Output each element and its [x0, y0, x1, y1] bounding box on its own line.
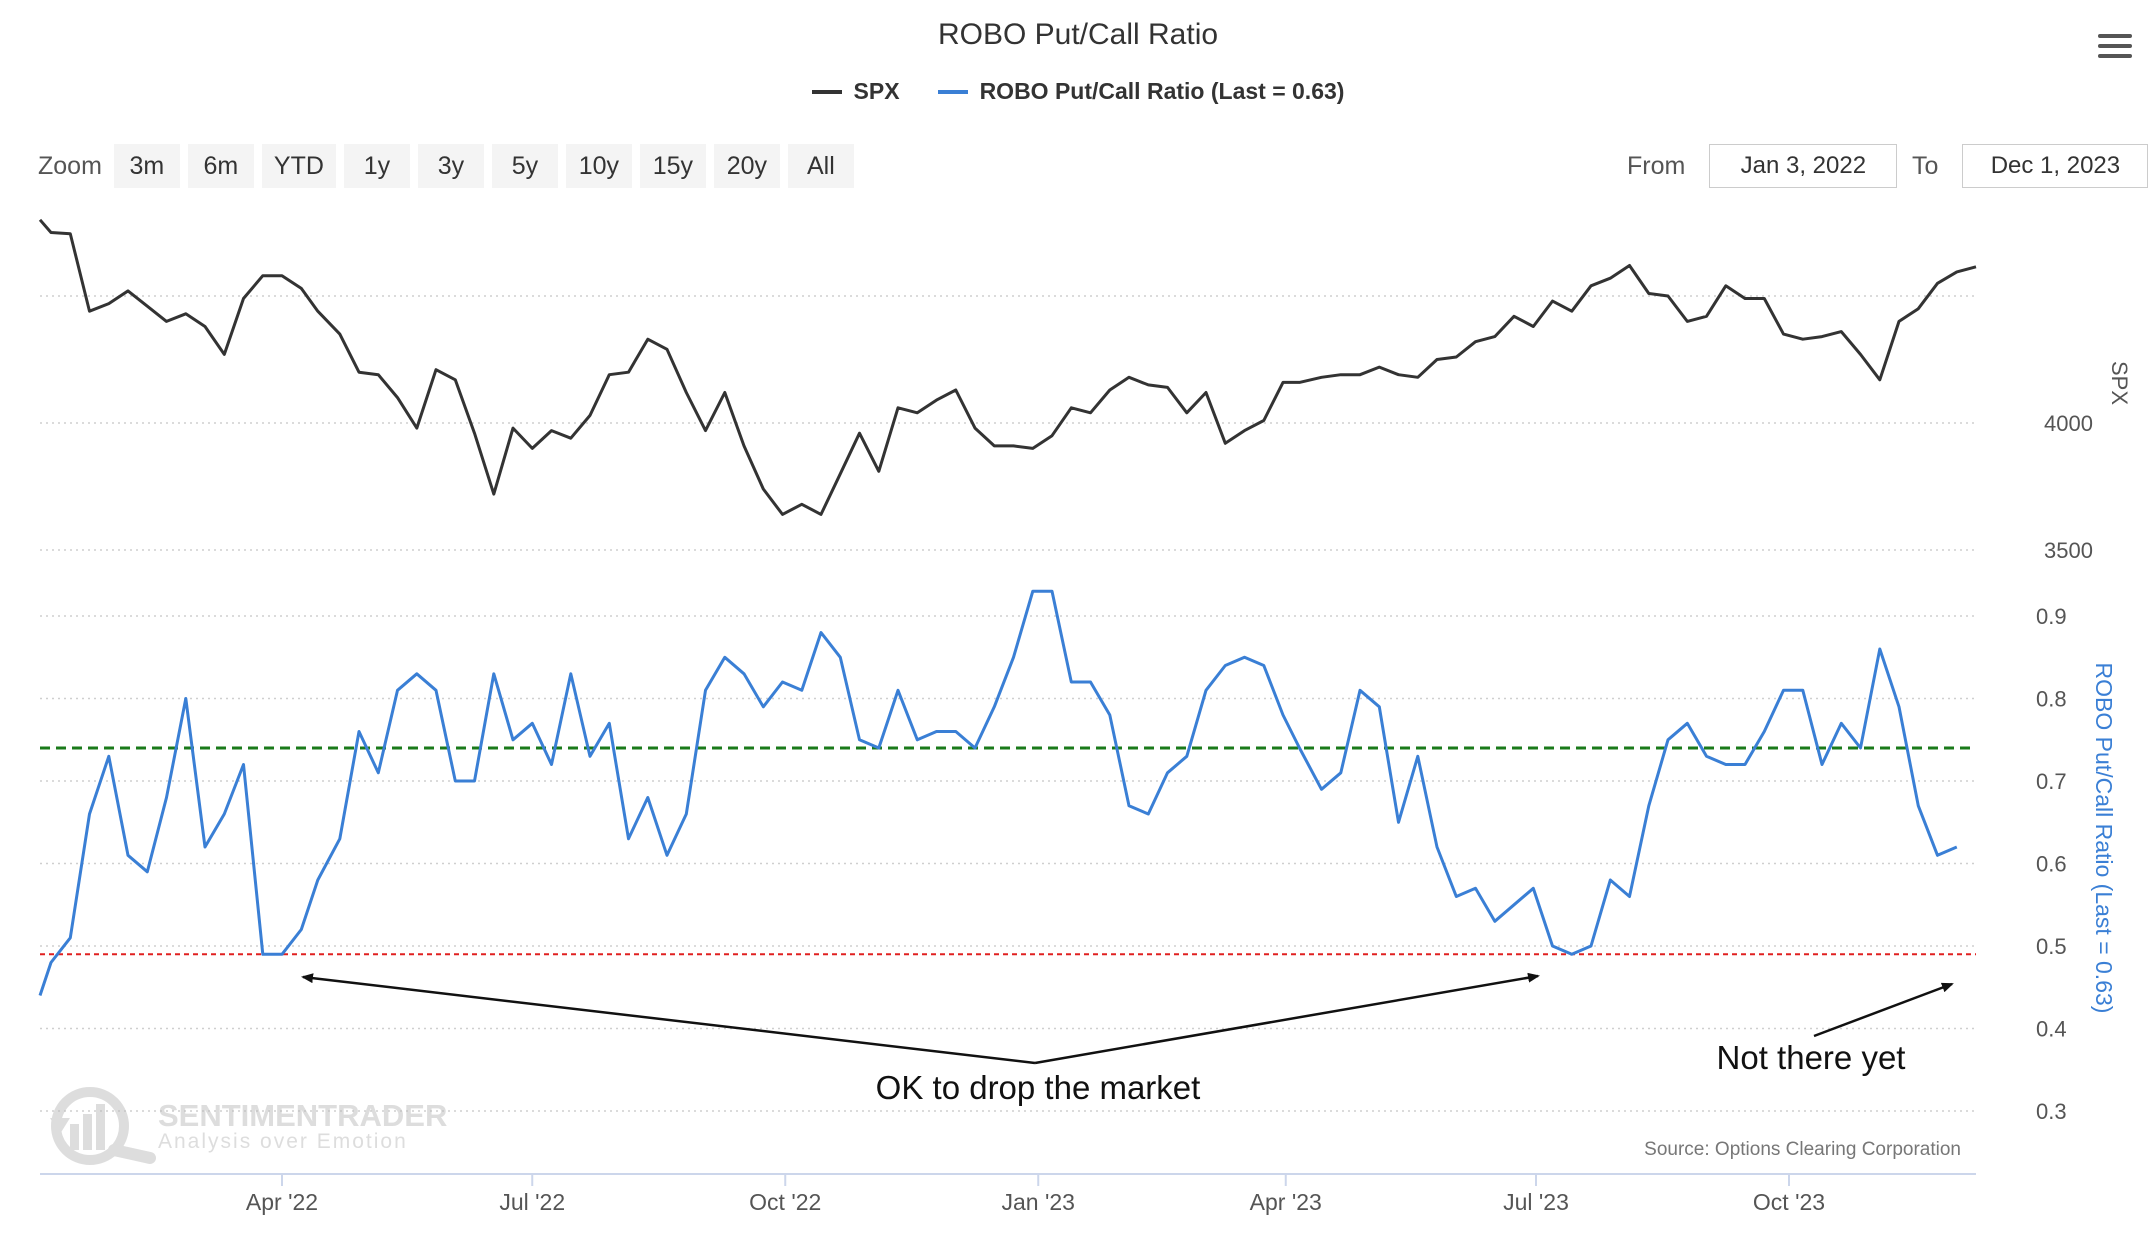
legend-label-ratio: ROBO Put/Call Ratio (Last = 0.63) — [979, 78, 1345, 104]
y-axis-title-ratio: ROBO Put/Call Ratio (Last = 0.63) — [2091, 663, 2117, 1014]
range-from: From Jan 3, 2022 — [1627, 144, 1898, 188]
zoom-button-5y[interactable]: 5y — [491, 144, 558, 188]
y-axis-title-spx: SPX — [2107, 361, 2132, 405]
annotation-arrow-left — [301, 973, 1036, 1065]
range-from-label: From — [1627, 151, 1686, 180]
y-tick-label-spx: 3500 — [2044, 538, 2093, 563]
zoom-bar: Zoom 3m 6m YTD 1y 3y 5y 10y 15y 20y All — [38, 144, 862, 188]
x-tick-label: Jul '22 — [499, 1189, 565, 1215]
legend-swatch-spx — [811, 89, 842, 94]
x-tick-label: Oct '23 — [1753, 1189, 1825, 1215]
legend-item-ratio[interactable]: ROBO Put/Call Ratio (Last = 0.63) — [937, 78, 1345, 105]
zoom-button-6m[interactable]: 6m — [187, 144, 254, 188]
zoom-button-3y[interactable]: 3y — [417, 144, 484, 188]
source-note: Source: Options Clearing Corporation — [1644, 1139, 1961, 1160]
annotation-not-there-yet: Not there yet — [1717, 1039, 1906, 1076]
watermark-logo-icon — [50, 1087, 156, 1165]
x-tick-label: Jan '23 — [1002, 1189, 1075, 1215]
y-tick-label-ratio: 0.4 — [2036, 1017, 2067, 1042]
zoom-button-20y[interactable]: 20y — [713, 144, 780, 188]
x-tick-label: Apr '23 — [1250, 1189, 1322, 1215]
x-tick-label: Apr '22 — [246, 1189, 318, 1215]
threshold-lines — [40, 746, 1976, 956]
legend-item-spx[interactable]: SPX — [811, 78, 900, 105]
legend-swatch-ratio — [937, 89, 968, 94]
x-axis: Apr '22 Jul '22 Oct '22 Jan '23 Apr '23 Jul '… — [40, 1173, 1976, 1215]
series-lines — [38, 218, 1977, 996]
y-tick-label-ratio: 0.8 — [2036, 687, 2067, 712]
y-axes: 3500 4000 0.3 0.4 0.5 0.6 0.7 0.8 0.9 SPX ROBO Put… — [2036, 361, 2132, 1124]
range-from-input[interactable]: Jan 3, 2022 — [1709, 144, 1898, 188]
y-tick-label-ratio: 0.7 — [2036, 769, 2067, 794]
zoom-button-10y[interactable]: 10y — [565, 144, 632, 188]
legend: SPX ROBO Put/Call Ratio (Last = 0.63) — [0, 78, 2156, 105]
range-to-label: To — [1912, 151, 1939, 180]
range-to: To Dec 1, 2023 — [1912, 144, 2149, 188]
y-tick-label-ratio: 0.9 — [2036, 604, 2067, 629]
annotation-arrow-not-yet — [1813, 982, 1954, 1038]
zoom-label: Zoom — [38, 151, 102, 180]
y-tick-label-ratio: 0.6 — [2036, 852, 2067, 877]
annotation-ok-to-drop: OK to drop the market — [876, 1069, 1201, 1106]
zoom-button-all[interactable]: All — [787, 144, 854, 188]
y-tick-label-ratio: 0.5 — [2036, 934, 2067, 959]
series-line-ratio — [38, 589, 1958, 996]
y-tick-label-ratio: 0.3 — [2036, 1099, 2067, 1124]
sentimentrader-watermark: SENTIMENTRADER Analysis over Emotion — [50, 1087, 447, 1165]
annotations: OK to drop the market Not there yet — [301, 972, 1954, 1106]
grid-lines — [40, 295, 1976, 1112]
legend-label-spx: SPX — [853, 78, 900, 104]
chart-title: ROBO Put/Call Ratio — [937, 18, 1219, 51]
y-tick-label-spx: 4000 — [2044, 411, 2093, 436]
annotation-arrow-right — [1034, 972, 1540, 1065]
watermark-brand: SENTIMENTRADER — [158, 1098, 447, 1133]
zoom-button-3m[interactable]: 3m — [113, 144, 180, 188]
zoom-button-15y[interactable]: 15y — [639, 144, 706, 188]
hamburger-menu-icon[interactable] — [2098, 34, 2132, 64]
x-tick-label: Oct '22 — [749, 1189, 821, 1215]
x-tick-label: Jul '23 — [1503, 1189, 1569, 1215]
zoom-button-1y[interactable]: 1y — [343, 144, 410, 188]
watermark-tagline: Analysis over Emotion — [158, 1130, 408, 1153]
zoom-button-ytd[interactable]: YTD — [261, 144, 336, 188]
range-to-input[interactable]: Dec 1, 2023 — [1962, 144, 2149, 188]
series-line-spx — [38, 218, 1977, 516]
